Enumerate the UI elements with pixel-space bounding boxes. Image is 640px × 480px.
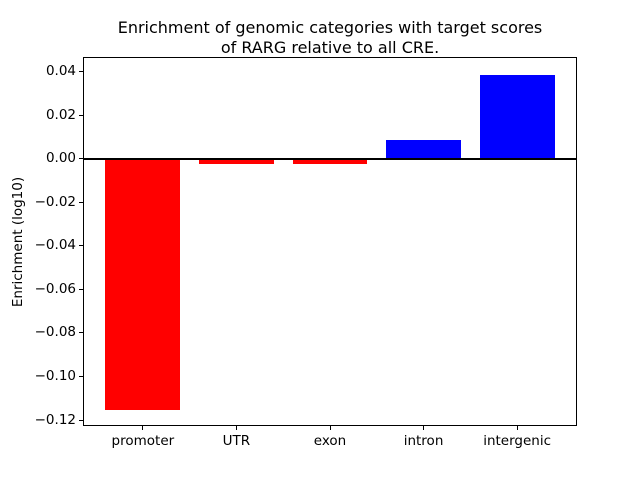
y-tick-label: −0.12 [34, 411, 76, 428]
bar-intron [386, 140, 461, 160]
x-tick-mark [329, 426, 331, 430]
y-tick-label: 0.00 [45, 150, 76, 167]
bar-exon [292, 159, 368, 165]
chart-title-line1: Enrichment of genomic categories with ta… [117, 18, 543, 37]
y-tick-mark [79, 71, 83, 73]
chart-title: Enrichment of genomic categories with ta… [83, 18, 577, 58]
y-tick-label: −0.08 [34, 324, 76, 341]
x-tick-label-intergenic: intergenic [483, 433, 552, 449]
y-tick-mark [79, 332, 83, 334]
x-tick-label-UTR: UTR [222, 433, 251, 449]
y-tick-mark [79, 376, 83, 378]
x-tick-mark [142, 426, 144, 430]
plot-area [83, 57, 577, 426]
bar-UTR [199, 159, 274, 165]
x-tick-label-intron: intron [403, 433, 444, 449]
y-tick-mark [79, 158, 83, 160]
x-tick-label-promoter: promoter [111, 433, 175, 449]
y-tick-label: −0.06 [34, 280, 76, 297]
y-tick-mark [79, 114, 83, 116]
bar-intergenic [479, 74, 555, 160]
x-tick-mark [516, 426, 518, 430]
x-tick-mark [423, 426, 425, 430]
y-tick-mark [79, 419, 83, 421]
zero-line [83, 158, 577, 161]
y-tick-label: 0.02 [45, 106, 76, 123]
y-tick-label: −0.10 [34, 368, 76, 385]
y-tick-label: 0.04 [45, 63, 76, 80]
y-tick-mark [79, 201, 83, 203]
y-tick-mark [79, 245, 83, 247]
x-tick-label-exon: exon [313, 433, 347, 449]
y-tick-label: −0.04 [34, 237, 76, 254]
bar-promoter [105, 159, 181, 411]
x-tick-mark [235, 426, 237, 430]
y-tick-mark [79, 288, 83, 290]
chart-title-line2: of RARG relative to all CRE. [220, 38, 440, 57]
y-tick-label: −0.02 [34, 193, 76, 210]
